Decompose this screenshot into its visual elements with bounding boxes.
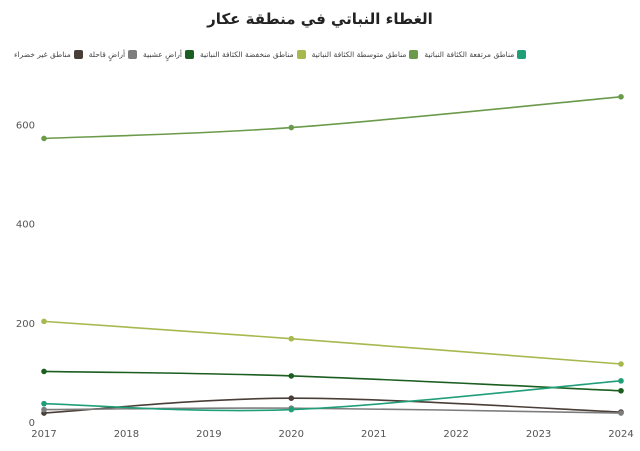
x-axis-labels: 2017 2018 2019 2020 2021 2022 2023 2024: [31, 429, 633, 440]
data-point: [618, 387, 624, 394]
x-tick-label: 2021: [361, 429, 386, 440]
data-point: [288, 335, 295, 342]
x-tick-label: 2017: [31, 429, 56, 440]
legend-item: مناطق غير خضراء: [14, 50, 83, 59]
legend-swatch: [128, 50, 138, 59]
legend-item: مناطق منخفضة الكثافة النباتية: [200, 50, 306, 59]
data-point: [618, 378, 624, 384]
legend-label: أراضٍ قاحلة: [88, 50, 126, 59]
legend-label: مناطق منخفضة الكثافة النباتية: [200, 50, 294, 59]
data-point: [41, 318, 47, 325]
x-tick-label: 2023: [526, 429, 551, 440]
data-point: [288, 406, 295, 413]
y-tick-label: 200: [16, 319, 35, 330]
legend-item: مناطق متوسطة الكثافة النباتية: [312, 50, 419, 59]
series-line: [43, 320, 622, 365]
legend-item: أراضٍ قاحلة: [88, 50, 138, 59]
legend-swatch: [409, 50, 419, 59]
x-tick-label: 2022: [443, 429, 468, 440]
series-line: [43, 397, 622, 414]
x-tick-label: 2020: [279, 429, 304, 440]
legend-label: مناطق مرتفعة الكثافة النباتية: [424, 50, 515, 59]
data-point: [41, 135, 47, 142]
y-tick-label: 0: [29, 418, 35, 429]
legend-swatch: [73, 50, 83, 59]
chart-legend: مناطق غير خضراء أراضٍ قاحلة أراضٍ عشبية منا…: [14, 50, 527, 59]
legend-swatch: [296, 50, 306, 59]
chart-title: الغطاء النباتي في منطقة عكار: [207, 10, 433, 28]
series-lines: [43, 96, 622, 414]
series-line: [43, 370, 622, 392]
data-point: [41, 368, 47, 375]
data-point: [288, 124, 295, 131]
y-tick-label: 400: [16, 220, 35, 231]
legend-label: مناطق متوسطة الكثافة النباتية: [311, 50, 407, 59]
series-points: [41, 94, 624, 416]
x-tick-label: 2018: [114, 429, 139, 440]
legend-label: مناطق غير خضراء: [14, 50, 71, 59]
legend-item: أراضٍ عشبية: [143, 50, 195, 59]
x-tick-label: 2024: [608, 429, 633, 440]
legend-swatch: [185, 50, 195, 59]
data-point: [41, 406, 47, 413]
data-point: [618, 410, 624, 416]
legend-swatch: [517, 50, 527, 59]
y-tick-label: 600: [16, 121, 35, 132]
legend-label: أراضٍ عشبية: [143, 50, 183, 59]
data-point: [288, 373, 295, 379]
data-point: [618, 94, 624, 100]
series-line: [43, 96, 622, 140]
data-point: [288, 395, 295, 402]
series-line: [43, 407, 622, 414]
legend-item: مناطق مرتفعة الكثافة النباتية: [424, 50, 527, 59]
x-tick-label: 2019: [196, 429, 221, 440]
series-line: [43, 380, 622, 412]
y-axis-labels: 0 200 400 600: [16, 121, 35, 429]
data-point: [41, 400, 47, 407]
data-point: [618, 361, 624, 367]
